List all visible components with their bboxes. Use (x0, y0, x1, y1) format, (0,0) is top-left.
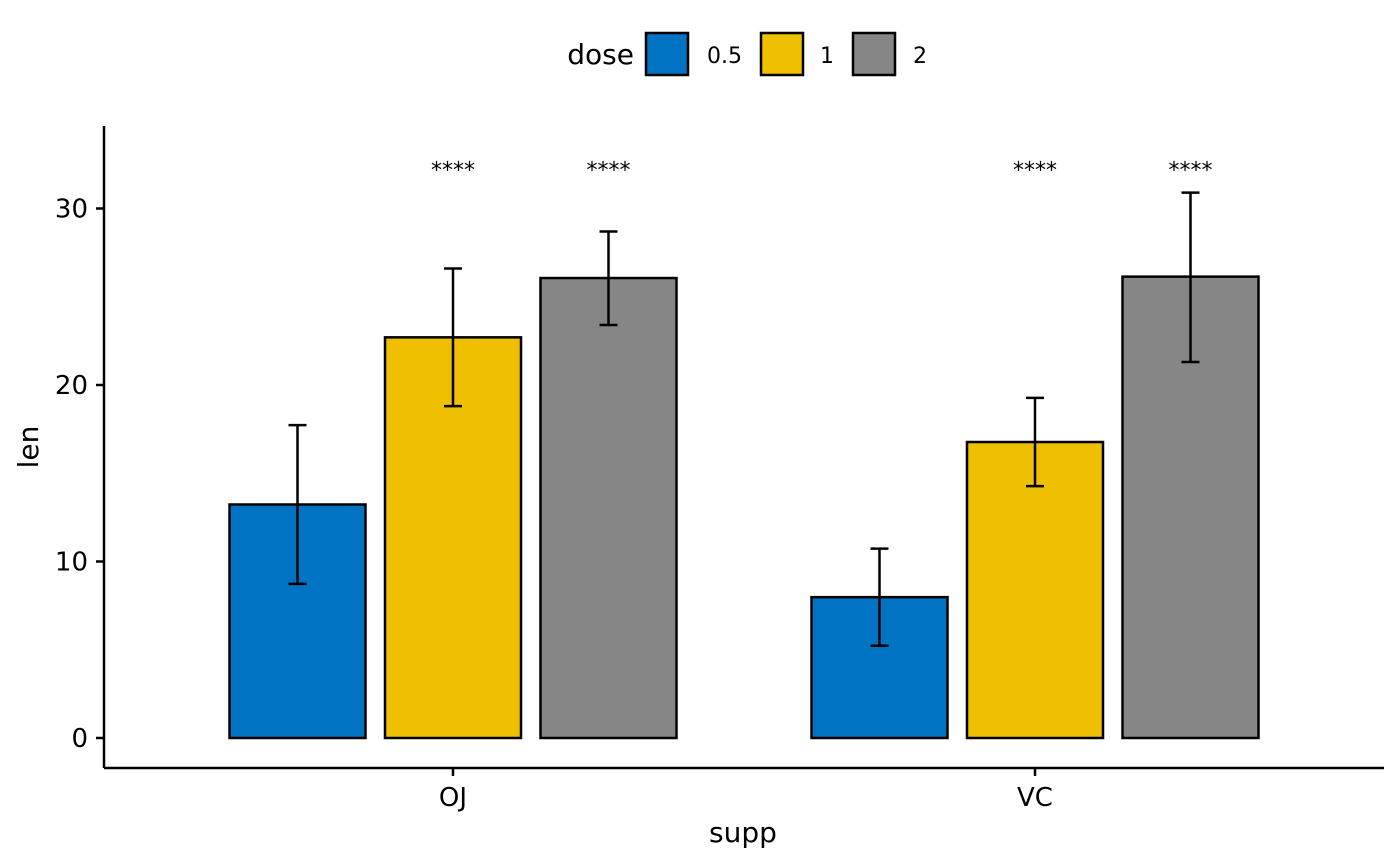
significance-label: **** (431, 159, 475, 184)
legend-label: 2 (913, 44, 927, 69)
legend: dose 0.5 1 2 (567, 31, 927, 77)
bar-oj-dose-2 (539, 276, 678, 740)
legend-key-1 (759, 31, 805, 77)
x-axis-title: supp (709, 816, 777, 849)
legend-label: 0.5 (707, 44, 742, 69)
error-bar (444, 267, 462, 408)
y-tick-label: 0 (71, 724, 88, 754)
significance-label: **** (587, 159, 631, 184)
error-bar (1181, 191, 1200, 364)
error-bar (870, 547, 889, 647)
error-bar (288, 423, 307, 586)
legend-label: 1 (820, 44, 834, 69)
error-bar (1026, 396, 1044, 488)
plot-area: **** **** **** **** 0 10 20 30 OJ VC (55, 126, 1384, 813)
y-tick-label: 10 (55, 548, 88, 578)
legend-key-0-5 (644, 31, 690, 77)
bar-vc-dose-1 (965, 440, 1105, 740)
legend-key-2 (851, 31, 897, 77)
y-tick-label: 30 (55, 195, 88, 225)
x-tick-label: OJ (439, 783, 467, 813)
x-tick-label: VC (1017, 783, 1053, 813)
y-axis-title: len (12, 426, 45, 469)
error-bar (599, 230, 618, 327)
y-tick-label: 20 (55, 371, 88, 401)
legend-title: dose (567, 38, 634, 71)
significance-label: **** (1013, 159, 1057, 184)
significance-label: **** (1169, 159, 1213, 184)
